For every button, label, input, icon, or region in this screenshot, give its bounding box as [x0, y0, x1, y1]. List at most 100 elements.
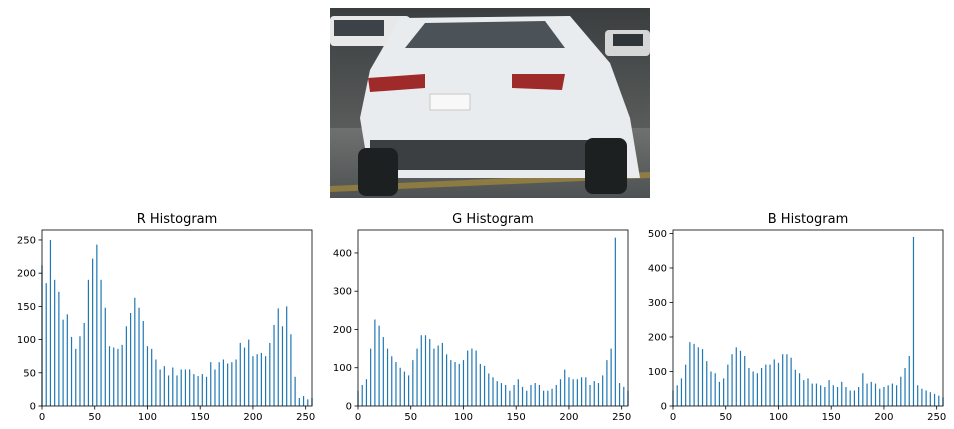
- histogram-bar: [606, 360, 608, 406]
- histogram-bar: [895, 385, 898, 406]
- histogram-bar: [210, 362, 212, 406]
- plot-frame: [357, 229, 629, 407]
- histogram-bar: [547, 390, 549, 406]
- histogram-bar: [538, 384, 541, 406]
- x-tick-label: 250: [296, 412, 315, 423]
- chart-title: G Histogram: [452, 212, 534, 227]
- histogram-bar: [576, 379, 578, 406]
- histogram-bar: [710, 371, 712, 406]
- histogram-bar: [214, 369, 216, 406]
- histogram-bar: [239, 342, 241, 406]
- histogram-bar: [488, 373, 490, 406]
- histogram-bar: [471, 348, 473, 406]
- histogram-bar: [475, 350, 477, 406]
- histogram-bar: [163, 366, 165, 406]
- histogram-bar: [159, 369, 161, 406]
- histogram-bar: [298, 398, 300, 406]
- histogram-bar: [883, 387, 885, 406]
- x-tick-label: 0: [39, 412, 45, 423]
- histogram-bar: [492, 377, 494, 406]
- histogram-bar: [412, 360, 414, 406]
- x-tick-label: 200: [559, 412, 578, 423]
- histogram-bar: [585, 377, 587, 406]
- histogram-bar: [243, 347, 246, 406]
- histogram-bar: [252, 356, 254, 406]
- x-tick-label: 0: [355, 412, 361, 423]
- histogram-bar: [718, 381, 721, 406]
- histogram-bar: [917, 385, 919, 406]
- chart-title: B Histogram: [768, 212, 849, 227]
- histogram-bar: [744, 355, 746, 406]
- plot-frame: [672, 229, 944, 407]
- x-tick-label: 100: [454, 412, 473, 423]
- histogram-bar: [180, 369, 182, 406]
- histogram-bar: [496, 381, 498, 406]
- x-tick-label: 150: [191, 412, 210, 423]
- histogram-bar: [756, 373, 758, 406]
- x-tick-label: 250: [612, 412, 631, 423]
- histogram-bar: [714, 373, 716, 406]
- histogram-bar: [614, 237, 616, 406]
- histogram-bar: [231, 362, 233, 406]
- histogram-bar: [593, 381, 595, 406]
- histogram-bar: [45, 283, 47, 406]
- histogram-bar: [172, 367, 174, 406]
- histogram-bar: [454, 362, 456, 406]
- histogram-bar: [441, 342, 443, 406]
- histogram-bar: [551, 388, 553, 406]
- histogram-bar: [458, 363, 460, 406]
- histogram-bar: [933, 393, 936, 406]
- histogram-bar: [108, 346, 111, 406]
- x-tick-label: 50: [404, 412, 417, 423]
- histogram-bar: [408, 375, 410, 406]
- histogram-bar: [391, 356, 393, 406]
- histogram-bar: [176, 375, 178, 406]
- histogram-bar: [509, 390, 511, 406]
- histogram-bar: [543, 390, 545, 406]
- histogram-bar: [66, 314, 68, 406]
- histogram-bar: [559, 379, 562, 406]
- histogram-bar: [832, 385, 834, 406]
- histogram-bar: [697, 347, 699, 406]
- histogram-bar: [146, 346, 149, 406]
- histogram-bar: [908, 355, 910, 406]
- histogram-bar: [197, 376, 199, 406]
- histogram-bar: [462, 360, 465, 406]
- y-tick-label: 300: [648, 298, 667, 309]
- histogram-bar: [610, 348, 612, 406]
- histogram-bar: [862, 373, 864, 406]
- histogram-bar: [248, 339, 250, 406]
- histogram-bar: [75, 348, 77, 406]
- histogram-bar: [790, 357, 792, 406]
- histogram-bar: [445, 354, 448, 406]
- histogram-bar: [701, 349, 704, 406]
- histogram-bar: [483, 365, 486, 406]
- histogram-bar: [70, 336, 73, 406]
- histogram-bar: [281, 326, 284, 406]
- histogram-bar: [589, 384, 591, 406]
- y-tick-label: 100: [17, 335, 36, 346]
- histogram-bar: [222, 359, 225, 406]
- histogram-bar: [815, 383, 818, 406]
- histogram-bar: [748, 368, 750, 406]
- histogram-bar: [769, 364, 771, 406]
- histogram-bar: [676, 385, 678, 406]
- histogram-bar: [841, 381, 843, 406]
- histogram-bar: [100, 279, 102, 406]
- histogram-bar: [365, 379, 368, 406]
- histogram-bar: [201, 374, 203, 406]
- histogram-bar: [735, 347, 737, 406]
- y-tick-label: 100: [648, 367, 667, 378]
- y-tick-label: 50: [23, 368, 36, 379]
- x-tick-label: 50: [719, 412, 732, 423]
- x-tick-label: 200: [874, 412, 893, 423]
- histogram-bar: [602, 375, 604, 406]
- histogram-bar: [142, 320, 144, 406]
- histogram-bar: [302, 396, 305, 406]
- histogram-bar: [505, 384, 507, 406]
- histogram-bar: [151, 348, 153, 406]
- histogram-bar: [218, 362, 220, 406]
- histogram-bar: [450, 360, 452, 406]
- y-tick-label: 0: [346, 402, 352, 413]
- histogram-bar: [849, 390, 851, 406]
